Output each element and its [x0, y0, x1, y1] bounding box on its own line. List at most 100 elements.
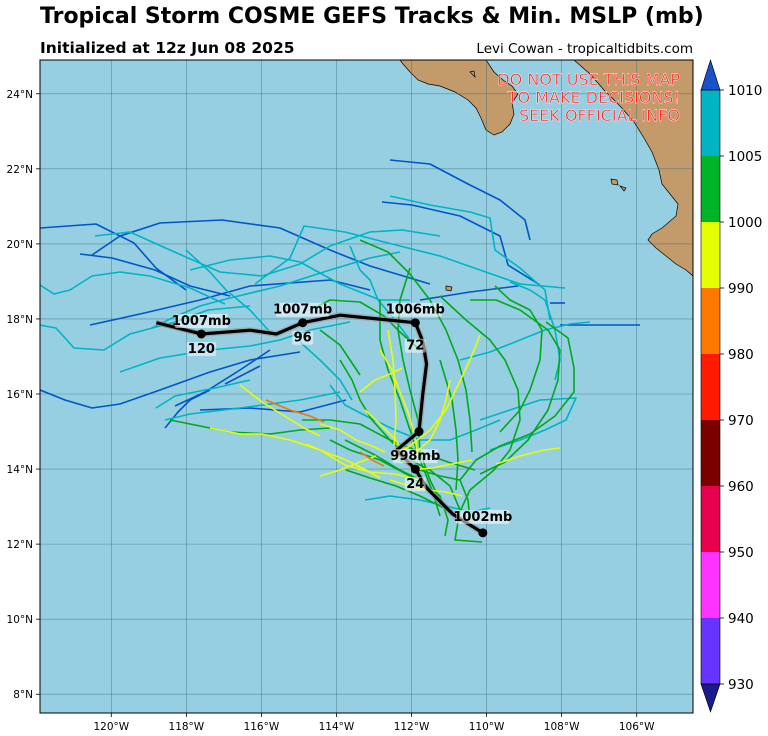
lat-tick-label: 8°N: [13, 689, 33, 701]
ensemble-member-track: [174, 349, 271, 407]
mean-track: 1002mb 998mb 24 1006mb 72 1007mb 96 1007mb 120: [155, 302, 512, 538]
ensemble-member-track: [302, 419, 483, 543]
mexico-mainland-land: [573, 60, 693, 277]
ensemble-member-track: [94, 229, 441, 277]
lon-tick-label: 114°W: [319, 721, 355, 733]
colorbar-tick-label: 950: [728, 545, 754, 561]
ensemble-member-track: [415, 379, 451, 453]
ensemble-tracks: [40, 159, 640, 543]
pressure-label-bg: [456, 509, 510, 524]
ensemble-member-track: [387, 329, 397, 447]
ensemble-member-track: [359, 367, 403, 393]
ensemble-member-track: [40, 305, 251, 351]
hour-label-bg: [186, 341, 217, 356]
ensemble-member-track: [339, 359, 476, 471]
ensemble-member-track: [479, 397, 577, 451]
ensemble-member-track: [419, 285, 519, 301]
pressure-label: 1007mb: [172, 314, 231, 329]
mean-track-point: [196, 329, 206, 339]
colorbar-tick-label: 960: [728, 479, 754, 495]
forecast-hour-label: 120: [188, 342, 215, 357]
island-land: [610, 178, 619, 186]
ensemble-member-track: [299, 341, 353, 401]
pressure-label: 1006mb: [386, 303, 445, 318]
lat-tick-label: 20°N: [7, 239, 33, 251]
ensemble-member-track: [495, 447, 561, 465]
lon-tick-label: 110°W: [469, 721, 505, 733]
mean-track-point: [410, 464, 420, 474]
lat-tick-label: 24°N: [7, 89, 33, 101]
ensemble-member-track: [359, 239, 473, 453]
colorbar-bin: [701, 420, 720, 486]
colorbar-bin: [701, 288, 720, 354]
lat-tick-label: 22°N: [7, 164, 33, 176]
colorbar-tick-label: 970: [728, 413, 754, 429]
lat-tick-label: 10°N: [7, 614, 33, 626]
ensemble-member-track: [329, 384, 501, 441]
mean-track-point: [478, 528, 488, 538]
ensemble-member-track: [494, 285, 543, 433]
pressure-label: 1002mb: [453, 510, 512, 525]
ensemble-member-track: [319, 423, 386, 453]
lon-tick-label: 106°W: [619, 721, 655, 733]
lat-tick-label: 16°N: [7, 389, 33, 401]
ensemble-member-track: [224, 365, 261, 385]
lat-tick-label: 18°N: [7, 314, 33, 326]
ensemble-member-track: [254, 225, 566, 289]
credit-text: Levi Cowan - tropicaltidbits.com: [476, 41, 693, 57]
lon-tick-label: 118°W: [169, 721, 205, 733]
lat-tick-label: 14°N: [7, 464, 33, 476]
hour-label-bg: [404, 338, 426, 353]
ensemble-member-track: [391, 334, 481, 457]
lat-tick-label: 12°N: [7, 539, 33, 551]
warning-line: SEEK OFFICIAL INFO: [519, 106, 680, 125]
pressure-colorbar: 930 940 950 960 970 980 990 1000 1005 1010: [700, 59, 762, 713]
map-frame: [39, 59, 694, 714]
pressure-label: 1007mb: [273, 303, 332, 318]
ensemble-member-track: [389, 195, 551, 321]
island-land: [445, 285, 453, 292]
colorbar-tick-label: 1005: [728, 149, 762, 165]
colorbar-bin: [701, 486, 720, 552]
ensemble-member-track: [364, 409, 403, 449]
map-title: Tropical Storm COSME GEFS Tracks & Min. …: [40, 4, 704, 29]
island-land: [618, 185, 627, 192]
ensemble-member-track: [470, 299, 561, 475]
ensemble-member-track: [91, 219, 431, 285]
forecast-hour-label: 24: [406, 477, 424, 492]
mean-track-point: [414, 427, 424, 437]
colorbar-tick-label: 930: [728, 677, 754, 693]
island-land: [469, 70, 476, 79]
pressure-label-bg: [392, 449, 438, 464]
ensemble-member-track: [155, 379, 251, 409]
warning-line: DO NOT USE THIS MAP: [497, 70, 680, 89]
ensemble-member-track: [239, 384, 321, 437]
colorbar-bin: [701, 354, 720, 420]
pressure-label-bg: [388, 302, 442, 317]
colorbar-under-arrow: [700, 683, 721, 713]
baja-california-land: [399, 60, 519, 136]
mean-track-point: [410, 318, 420, 328]
ensemble-member-track: [359, 451, 385, 467]
ensemble-member-track: [305, 443, 381, 479]
warning-line: TO MAKE DECISIONS!: [507, 88, 680, 107]
warning-text: DO NOT USE THIS MAP TO MAKE DECISIONS! S…: [497, 70, 680, 125]
ensemble-member-track: [79, 253, 231, 297]
ensemble-member-track: [319, 455, 377, 477]
ensemble-member-track: [40, 351, 301, 409]
hour-label-bg: [292, 330, 314, 345]
ensemble-member-track: [185, 249, 271, 333]
colorbar-bin: [701, 618, 720, 684]
longitude-ticks: 120°W 118°W 116°W 114°W 112°W 110°W 108°W 106°W: [93, 713, 655, 733]
colorbar-bin: [701, 90, 720, 156]
ensemble-member-track: [389, 159, 531, 241]
ensemble-member-track: [164, 391, 341, 421]
colorbar-tick-label: 1000: [728, 215, 762, 231]
pressure-label: 998mb: [390, 449, 440, 464]
forecast-hour-label: 96: [294, 331, 312, 346]
init-time-subtitle: Initialized at 12z Jun 08 2025: [40, 39, 295, 57]
colorbar-bin: [701, 552, 720, 618]
colorbar-bin: [701, 156, 720, 222]
ensemble-member-track: [265, 399, 325, 423]
lon-tick-label: 116°W: [244, 721, 280, 733]
